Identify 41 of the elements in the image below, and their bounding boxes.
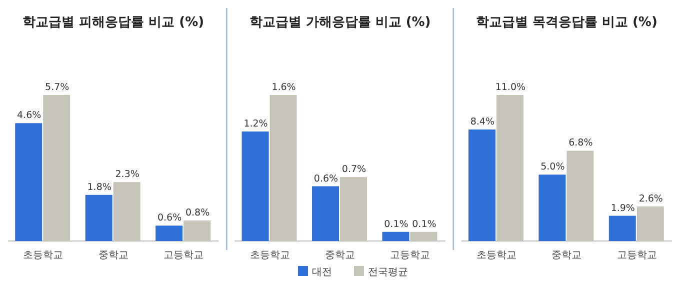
bar	[608, 216, 636, 241]
data-label: 0.6%	[157, 212, 182, 224]
bar	[85, 194, 112, 241]
bar	[15, 123, 42, 241]
x-tick-label: 중학교	[552, 250, 582, 261]
data-label: 1.9%	[610, 202, 635, 214]
x-tick-label: 초등학교	[476, 250, 516, 261]
data-label: 0.7%	[342, 164, 366, 176]
data-label: 1.6%	[272, 82, 296, 93]
data-label: 0.1%	[384, 218, 408, 230]
bar	[156, 226, 183, 241]
bar	[312, 186, 339, 241]
x-tick-label: 고등학교	[164, 250, 204, 261]
chart-title: 학교급별 가해응답률 비교 (%)	[249, 15, 431, 30]
bar	[468, 130, 496, 241]
x-tick-label: 초등학교	[250, 250, 290, 261]
x-tick-label: 고등학교	[616, 250, 657, 261]
chart-title: 학교급별 목격응답률 비교 (%)	[476, 15, 658, 30]
legend-label: 전국평균	[368, 267, 408, 278]
data-label: 5.0%	[540, 162, 565, 173]
x-tick-label: 중학교	[325, 250, 355, 261]
data-label: 2.6%	[638, 193, 663, 204]
data-label: 5.7%	[45, 82, 70, 93]
bar	[242, 132, 269, 241]
chart-title: 학교급별 피해응답률 비교 (%)	[22, 15, 204, 30]
data-label: 6.8%	[568, 138, 593, 149]
data-label: 1.8%	[87, 182, 112, 193]
data-label: 11.0%	[495, 82, 526, 93]
bar	[538, 174, 566, 241]
data-label: 2.3%	[115, 169, 140, 180]
x-tick-label: 고등학교	[390, 250, 430, 261]
data-label: 4.6%	[17, 110, 42, 122]
bar	[382, 232, 410, 241]
data-label: 0.6%	[314, 173, 338, 184]
data-label: 0.1%	[412, 218, 436, 230]
data-label: 0.8%	[185, 208, 210, 219]
x-tick-label: 초등학교	[23, 250, 64, 261]
legend-label: 대전	[312, 267, 332, 278]
x-tick-label: 중학교	[98, 250, 128, 261]
data-label: 1.2%	[244, 118, 268, 130]
data-label: 8.4%	[470, 116, 495, 128]
